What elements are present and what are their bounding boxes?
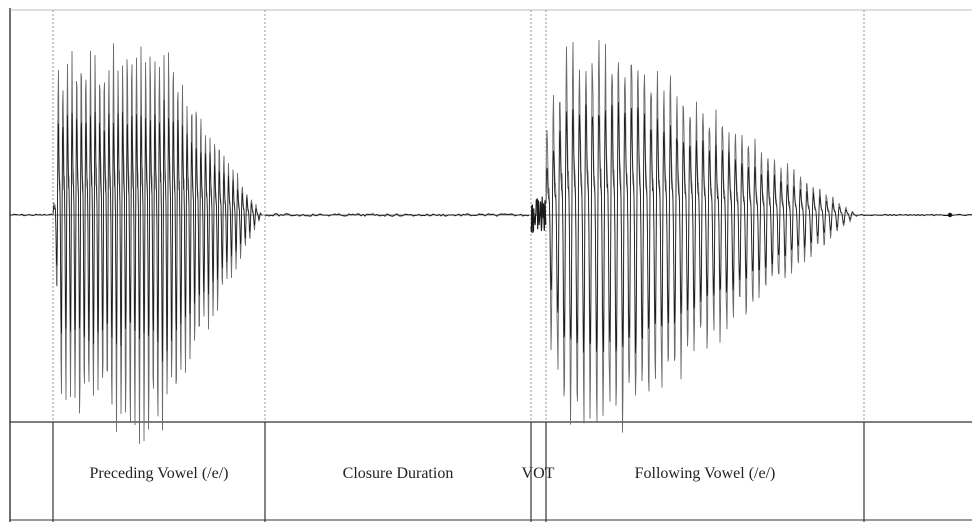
label-closure-duration: Closure Duration [343,465,454,482]
waveform-closure [264,213,530,217]
label-vot: VOT [522,465,555,482]
waveform-preceding-vowel-core [52,99,263,362]
waveform-silence-start [9,213,53,217]
waveform-silence-end [857,213,972,217]
tier-boundary-lines [52,422,865,522]
speech-waveform [9,39,972,445]
label-preceding-vowel: Preceding Vowel (/e/) [90,465,229,482]
waveform-vot-burst [530,196,547,234]
segment-label-tier: Preceding Vowel (/e/) Closure Duration V… [90,465,776,482]
waveform-preceding-vowel [52,43,263,445]
waveform-following-vowel-core [545,102,859,354]
cursor-end-marker [947,212,953,218]
figure-frame [9,8,972,522]
waveform-boundary-lines [52,10,865,422]
label-following-vowel: Following Vowel (/e/) [635,465,776,482]
